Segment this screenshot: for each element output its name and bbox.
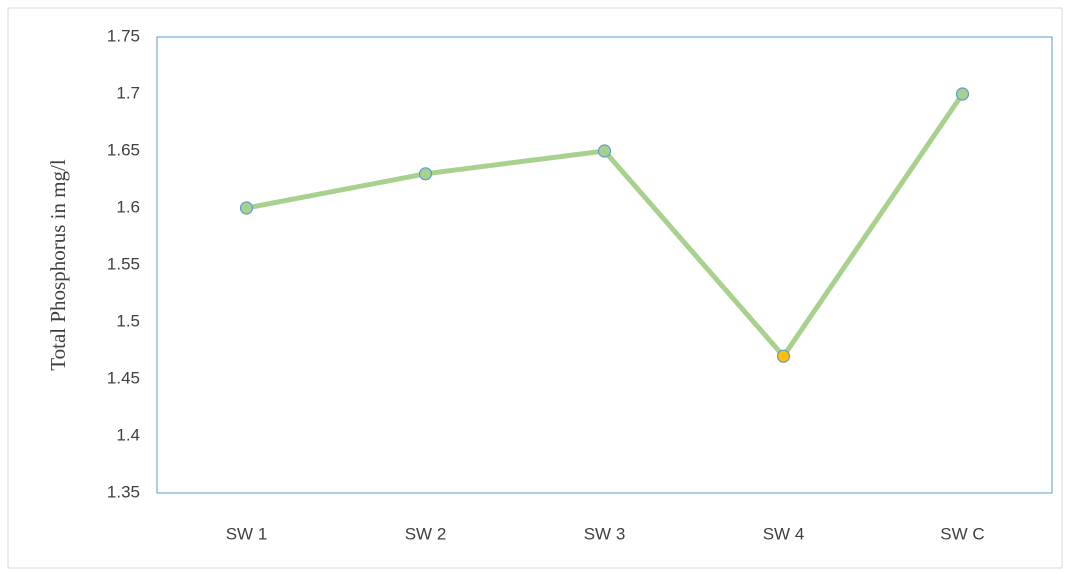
y-tick-label: 1.6 [116,197,140,216]
y-tick-label: 1.7 [116,83,140,102]
data-point [239,201,254,215]
y-tick-label: 1.5 [116,311,140,330]
plot-area [156,36,1053,494]
chart-border [7,7,1063,569]
y-tick-label: 1.55 [107,254,140,273]
data-point [418,167,433,181]
y-axis-label: Total Phosphorus in mg/l [46,159,70,371]
y-tick-label: 1.65 [107,140,140,159]
y-tick-label: 1.4 [116,425,140,444]
y-tick-label: 1.35 [107,482,140,501]
data-point [597,144,612,158]
x-tick-label: SW 3 [584,524,626,543]
x-tick-label: SW 1 [226,524,268,543]
data-point [955,87,970,101]
data-line [246,92,965,359]
y-tick-label: 1.75 [107,26,140,45]
y-tick-label: 1.45 [107,368,140,387]
x-tick-label: SW C [940,524,984,543]
x-tick-label: SW 2 [405,524,447,543]
data-point [776,349,791,363]
x-tick-label: SW 4 [763,524,805,543]
